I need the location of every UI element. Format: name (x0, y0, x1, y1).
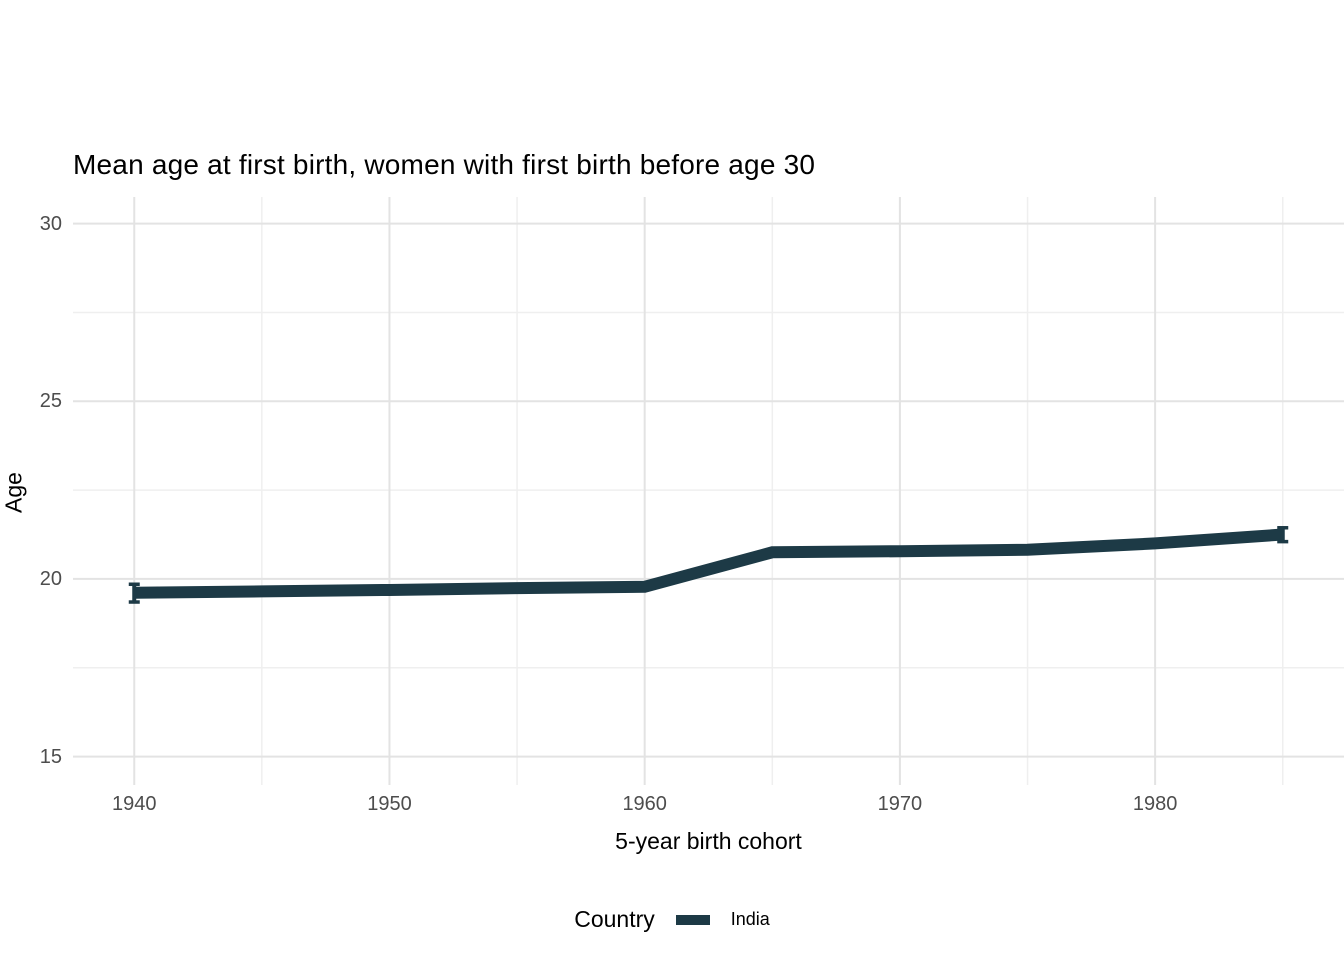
series-line-india (134, 528, 1284, 599)
y-tick-label-25: 25 (39, 390, 62, 413)
x-tick-label-1940: 1940 (112, 793, 157, 815)
x-tick-label-1950: 1950 (367, 793, 412, 815)
y-axis-title: Age (0, 472, 27, 513)
x-axis-title: 5-year birth cohort (615, 828, 802, 854)
legend: Country India (0, 906, 1344, 933)
x-tick-label-1970: 1970 (877, 793, 923, 815)
legend-title: Country (574, 906, 655, 932)
chart-title: Mean age at first birth, women with firs… (73, 149, 816, 180)
y-tick-label-30: 30 (39, 212, 62, 235)
y-tick-label-20: 20 (39, 567, 62, 590)
y-tick-label-15: 15 (39, 745, 62, 768)
x-tick-label-1980: 1980 (1132, 793, 1178, 815)
legend-line-swatch (675, 914, 710, 925)
x-tick-label-1960: 1960 (622, 793, 667, 815)
legend-item-label: India (730, 909, 770, 929)
